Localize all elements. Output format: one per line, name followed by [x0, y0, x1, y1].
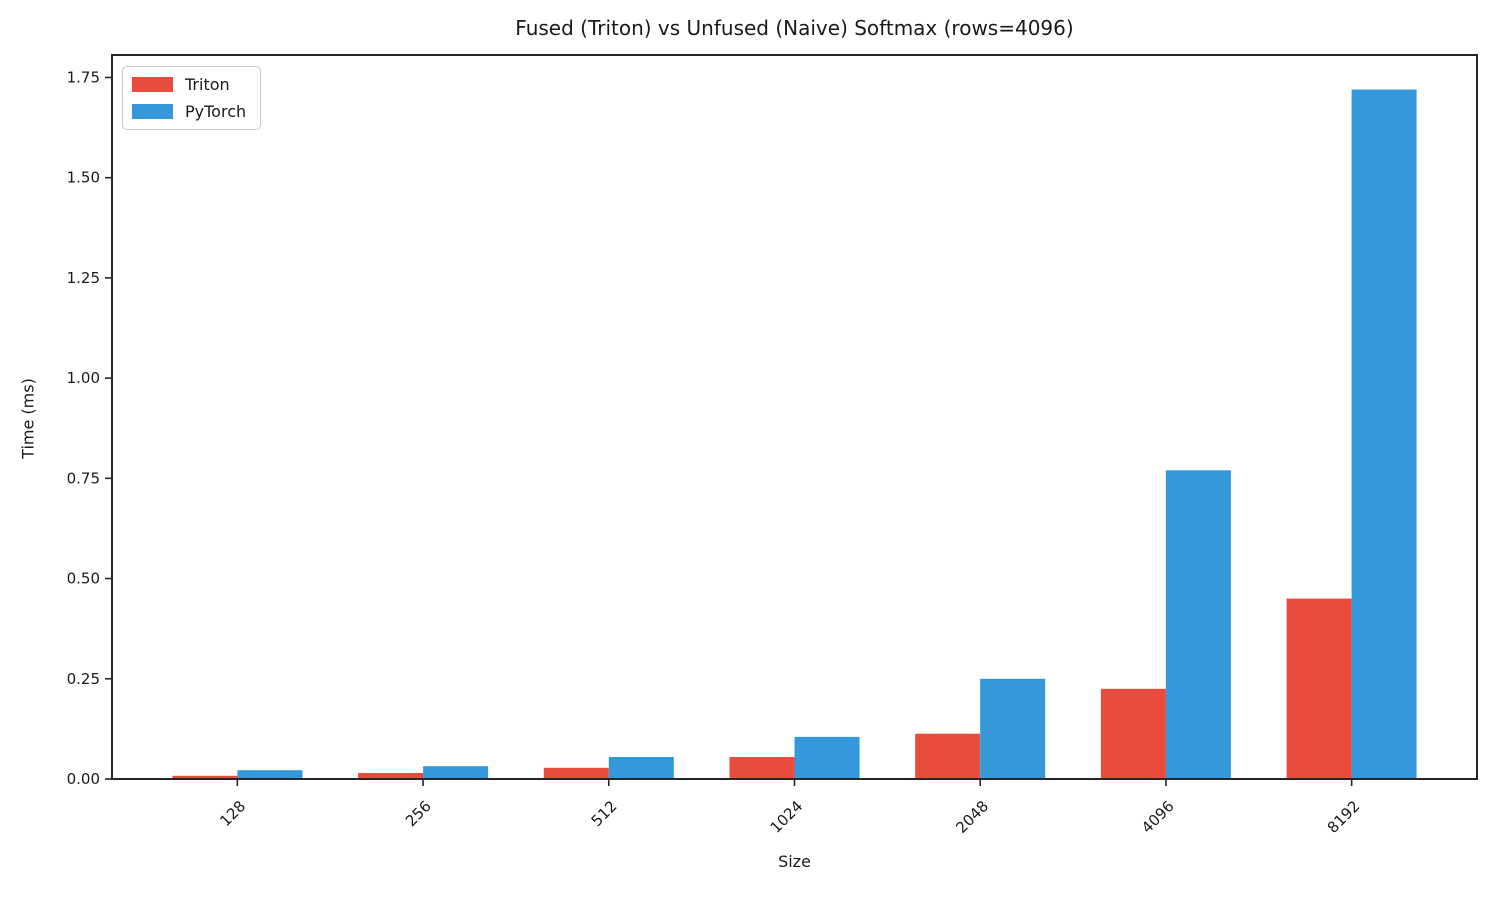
bar-pytorch-1024: [794, 736, 860, 779]
axes-frame: [111, 54, 1478, 780]
bar-pytorch-8192: [1351, 89, 1417, 779]
bar-triton-512: [543, 767, 609, 779]
legend-label-triton: Triton: [185, 75, 230, 94]
y-tick-label-1.00: 1.00: [67, 369, 100, 387]
bar-triton-4096: [1100, 688, 1166, 779]
y-tick-label-0.00: 0.00: [67, 770, 100, 788]
bar-pytorch-128: [237, 770, 303, 779]
x-tick-label-8192: 8192: [1324, 797, 1364, 837]
bar-triton-2048: [915, 733, 981, 779]
bar-pytorch-512: [608, 757, 674, 779]
y-tick-label-1.75: 1.75: [67, 68, 100, 86]
x-tick-label-1024: 1024: [767, 797, 807, 837]
legend-swatch-triton: [132, 77, 173, 93]
y-tick-label-0.50: 0.50: [67, 570, 100, 588]
x-tick-label-128: 128: [216, 797, 249, 830]
bar-triton-1024: [729, 757, 795, 779]
x-axis-label: Size: [778, 852, 811, 871]
bar-pytorch-4096: [1165, 470, 1231, 779]
x-tick-label-512: 512: [588, 797, 621, 830]
legend-item-triton: Triton: [132, 76, 246, 94]
y-tick-label-1.25: 1.25: [67, 269, 100, 287]
x-tick-label-4096: 4096: [1138, 797, 1178, 837]
y-tick-label-0.25: 0.25: [67, 670, 100, 688]
bar-pytorch-256: [423, 766, 489, 779]
legend: Triton PyTorch: [122, 66, 262, 131]
x-tick-label-256: 256: [402, 797, 435, 830]
y-tick-label-1.50: 1.50: [67, 169, 100, 187]
legend-label-pytorch: PyTorch: [185, 101, 247, 121]
x-tick-label-2048: 2048: [952, 797, 992, 837]
legend-swatch-pytorch: [132, 103, 173, 119]
bar-triton-128: [172, 775, 238, 779]
bar-triton-8192: [1286, 598, 1352, 779]
bar-triton-256: [358, 773, 424, 779]
bar-pytorch-2048: [980, 678, 1046, 779]
legend-item-pytorch: PyTorch: [132, 101, 247, 121]
y-tick-label-0.75: 0.75: [67, 469, 100, 487]
chart-title: Fused (Triton) vs Unfused (Naive) Softma…: [515, 16, 1074, 40]
